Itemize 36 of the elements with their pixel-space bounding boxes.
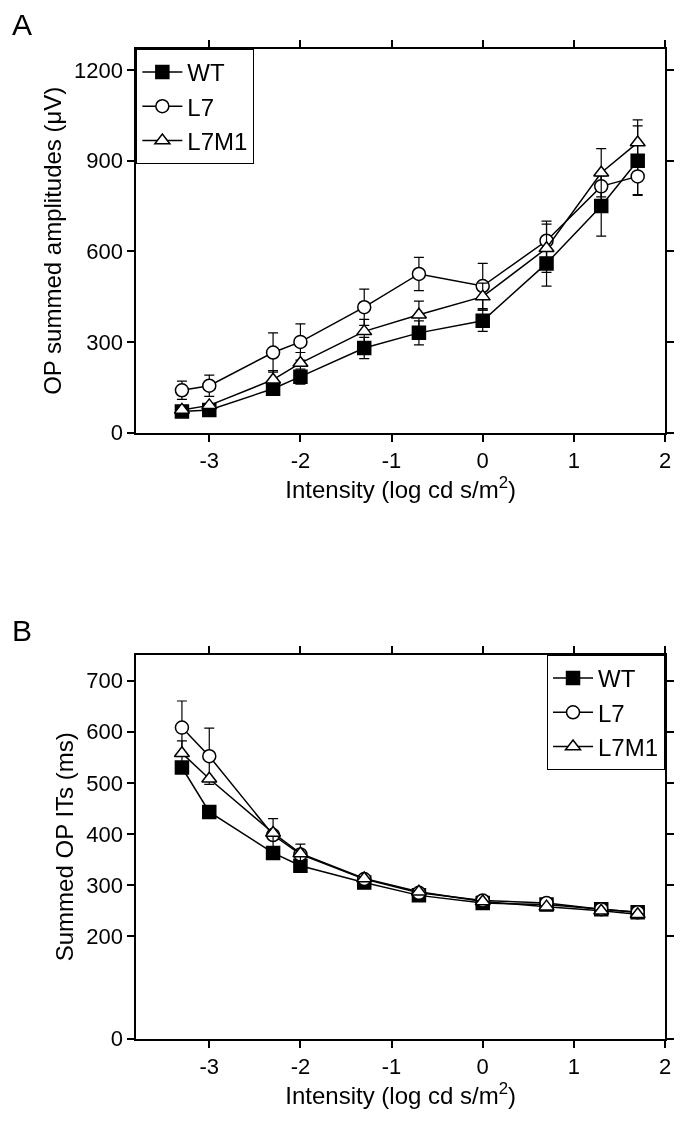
legend-label: L7: [598, 699, 625, 727]
chart-title: B: [12, 614, 33, 647]
y-axis-title: Summed OP ITs (ms): [50, 732, 78, 962]
y-tick-label: 700: [86, 668, 123, 694]
legend-label: WT: [598, 665, 636, 693]
y-tick-label: 0: [110, 1026, 123, 1052]
y-tick-label: 300: [86, 329, 123, 355]
y-tick-label: 600: [86, 239, 123, 265]
x-tick-label: 2: [658, 1054, 672, 1079]
x-axis-title: Intensity (log cd s/m$^{2}$): [285, 1079, 517, 1110]
y-tick-label: 200: [86, 924, 123, 949]
y-tick-label: 900: [86, 148, 123, 174]
y-axis-title: OP summed amplitudes (μV): [38, 86, 66, 395]
x-tick-label: -3: [199, 1054, 220, 1079]
x-tick-label: 0: [476, 447, 489, 473]
legend-label: L7M1: [187, 127, 248, 155]
y-tick-label: 500: [86, 770, 123, 796]
x-tick-label: -3: [199, 447, 220, 473]
x-tick-label: -1: [381, 447, 402, 473]
x-tick-label: 1: [567, 447, 580, 473]
x-tick-label: -2: [290, 447, 311, 473]
x-tick-label: 0: [476, 1054, 489, 1079]
y-tick-label: 1200: [74, 57, 123, 83]
chart-title: A: [12, 8, 33, 41]
y-tick-label: 300: [86, 872, 123, 898]
y-tick-label: 600: [86, 719, 123, 745]
x-tick-label: 1: [567, 1054, 580, 1079]
x-axis-title: Intensity (log cd s/m$^{2}$): [285, 472, 517, 504]
y-tick-label: 400: [86, 821, 123, 847]
legend-label: L7: [187, 93, 215, 121]
x-tick-label: -1: [381, 1054, 402, 1079]
x-tick-label: 2: [658, 447, 672, 473]
legend-label: L7M1: [598, 733, 659, 761]
y-tick-label: 0: [110, 420, 123, 446]
x-tick-label: -2: [290, 1054, 311, 1079]
legend-label: WT: [187, 59, 225, 87]
